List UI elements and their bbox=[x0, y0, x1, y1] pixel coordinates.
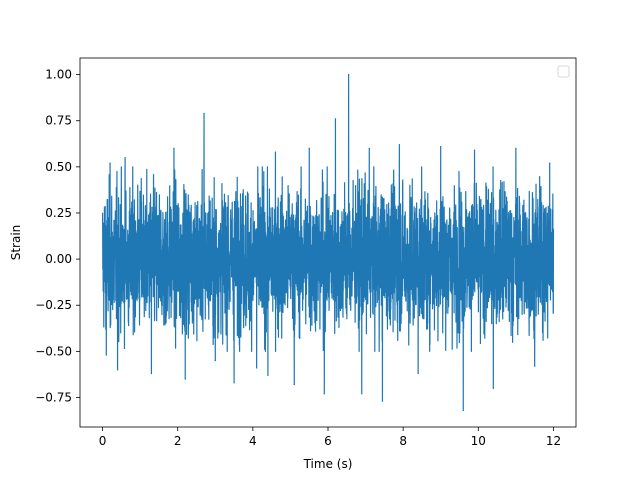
y-tick-label: −0.75 bbox=[35, 390, 72, 404]
strain-peak-point bbox=[549, 162, 551, 164]
strain-peak-point bbox=[116, 369, 119, 371]
series-layer bbox=[101, 74, 555, 411]
strain-peak-point bbox=[323, 393, 325, 395]
x-tick-label: 12 bbox=[546, 434, 561, 448]
strain-peak-point bbox=[417, 372, 419, 375]
y-tick-label: 0.00 bbox=[45, 252, 72, 266]
strain-peak-point bbox=[173, 147, 175, 150]
strain-peak-point bbox=[267, 374, 269, 376]
strain-peak-point bbox=[515, 147, 517, 150]
strain-peak-point bbox=[440, 145, 442, 148]
x-axis-label: Time (s) bbox=[303, 457, 353, 471]
y-tick-label: −0.50 bbox=[35, 344, 72, 358]
strain-peak-point bbox=[109, 162, 111, 164]
y-tick-label: −0.25 bbox=[35, 298, 72, 312]
strain-peak-point bbox=[274, 151, 276, 153]
x-tick-label: 10 bbox=[471, 434, 486, 448]
y-tick-label: 0.75 bbox=[45, 114, 72, 128]
x-tick-label: 2 bbox=[174, 434, 182, 448]
y-tick-label: 0.25 bbox=[45, 206, 72, 220]
x-tick-label: 4 bbox=[249, 434, 257, 448]
x-axis-ticks: 0 2 4 6 8 10 12 bbox=[99, 427, 561, 448]
legend-box bbox=[557, 65, 570, 78]
strain-peak-point bbox=[361, 393, 363, 395]
strain-peak-point bbox=[462, 409, 464, 411]
strain-peak-point bbox=[334, 118, 337, 120]
strain-peak-point bbox=[534, 365, 536, 367]
strain-peak-point bbox=[308, 147, 310, 150]
x-tick-label: 8 bbox=[399, 434, 407, 448]
strain-peak-point bbox=[368, 147, 370, 150]
x-tick-label: 6 bbox=[324, 434, 332, 448]
strain-series-line bbox=[101, 74, 555, 411]
strain-peak-point bbox=[214, 359, 216, 362]
y-axis-ticks: −0.75 −0.50 −0.25 0.00 0.25 0.50 0.75 1.00 bbox=[35, 68, 80, 404]
strain-peak-point bbox=[124, 157, 126, 159]
y-tick-label: 0.50 bbox=[45, 160, 72, 174]
strain-peak-point bbox=[150, 372, 152, 375]
strain-peak-point bbox=[492, 387, 494, 389]
strain-peak-point bbox=[256, 367, 258, 369]
y-tick-label: 1.00 bbox=[45, 68, 72, 82]
strain-peak-point bbox=[348, 74, 350, 76]
strain-peak-point bbox=[381, 400, 384, 402]
strain-peak-point bbox=[473, 149, 476, 151]
y-axis-label: Strain bbox=[9, 225, 23, 261]
strain-peak-point bbox=[184, 378, 186, 380]
strain-peak-point bbox=[293, 383, 295, 386]
x-tick-label: 0 bbox=[99, 434, 107, 448]
strain-peak-point bbox=[233, 382, 235, 384]
strain-peak-point bbox=[105, 354, 107, 356]
plot-area bbox=[79, 57, 577, 428]
strain-peak-point bbox=[203, 112, 205, 114]
strain-peak-point bbox=[398, 144, 400, 146]
